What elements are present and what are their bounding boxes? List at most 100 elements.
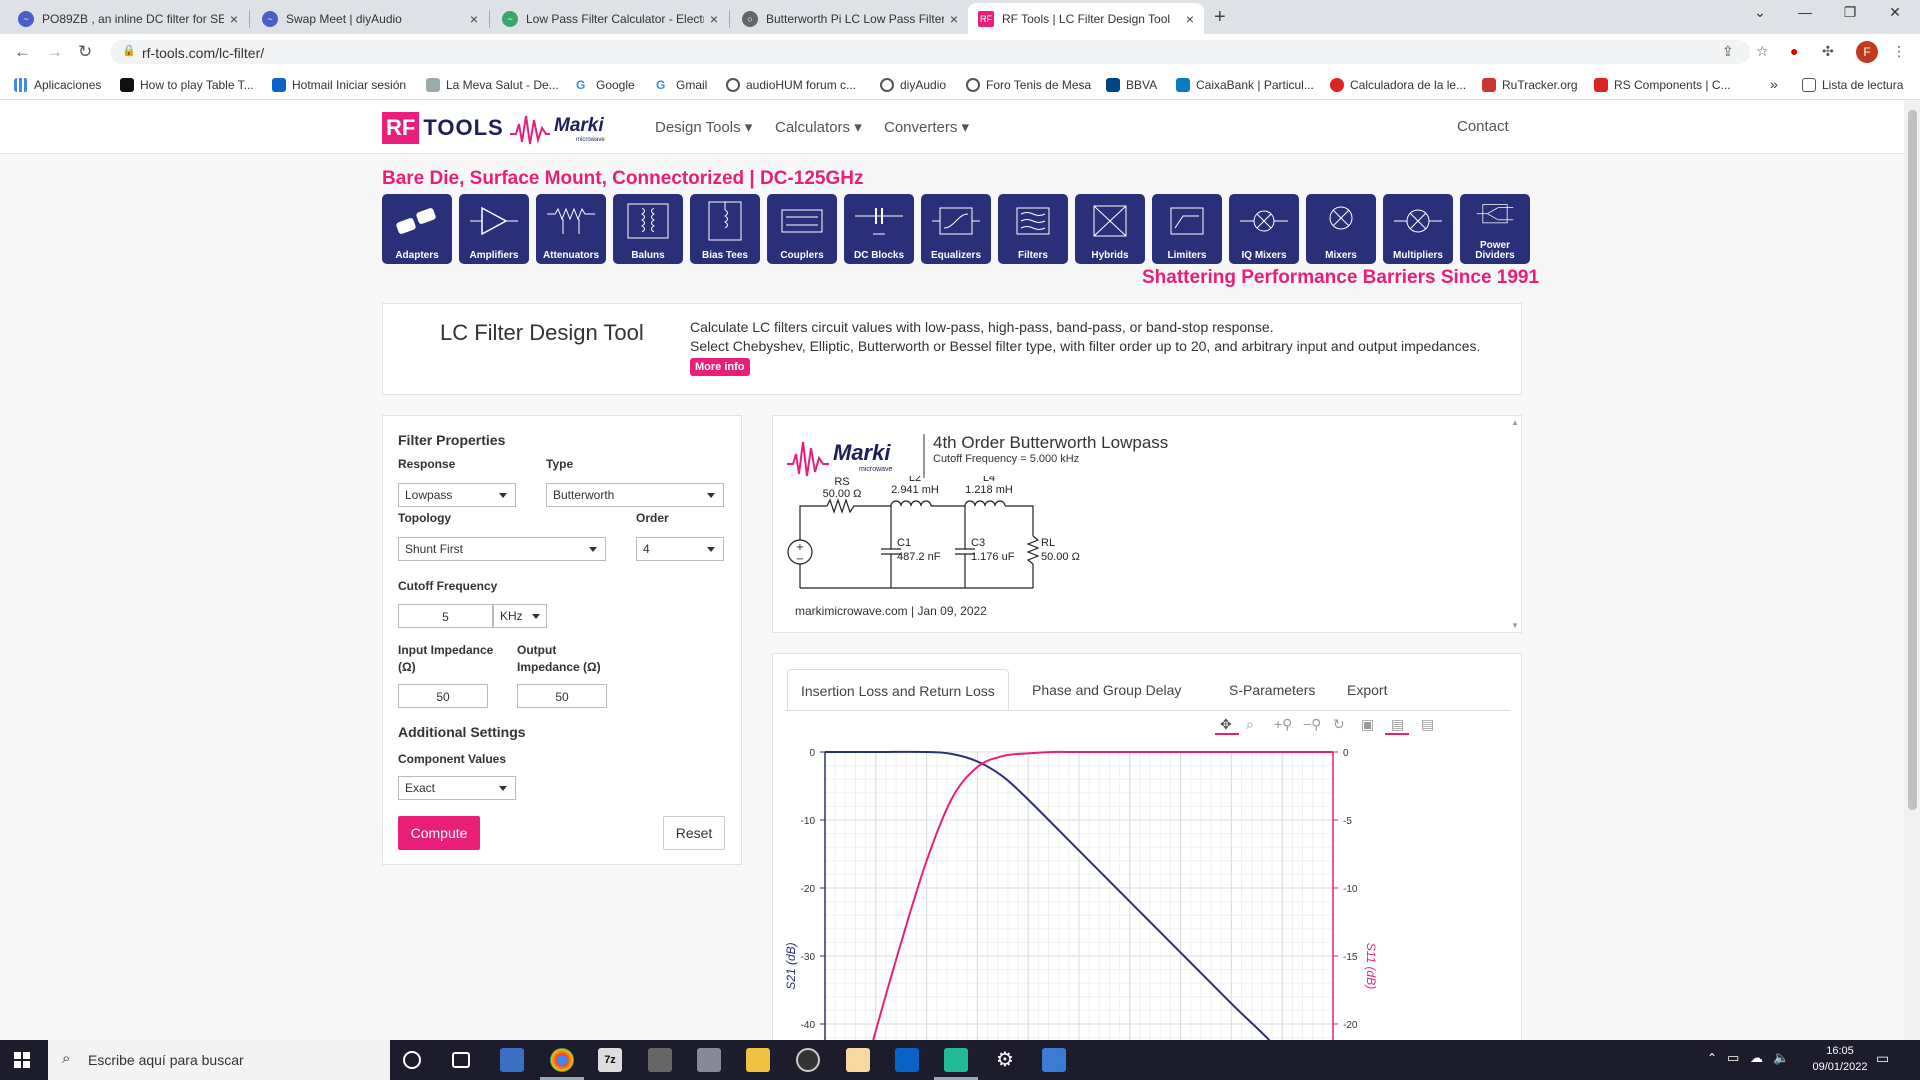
bookmark-item[interactable]: diyAudio xyxy=(880,78,946,92)
7zip-icon[interactable]: 7z xyxy=(598,1048,622,1072)
new-tab-icon[interactable]: + xyxy=(1214,6,1226,28)
more-info-button[interactable]: More info xyxy=(690,358,750,376)
zoom-in-icon[interactable]: +⚲ xyxy=(1274,716,1293,732)
nav-calculators[interactable]: Calculators ▾ xyxy=(775,119,862,136)
bookmarks-overflow[interactable]: » xyxy=(1770,76,1778,92)
volume-icon[interactable]: 🔈 xyxy=(1773,1050,1790,1065)
browser-tab[interactable]: ~ Swap Meet | diyAudio × xyxy=(252,3,488,34)
cutoff-unit-select[interactable]: KHz xyxy=(493,604,547,628)
windows-start-icon[interactable] xyxy=(14,1052,30,1068)
close-window-icon[interactable]: ✕ xyxy=(1889,4,1901,20)
task-view-icon[interactable] xyxy=(452,1052,470,1068)
app-icon[interactable] xyxy=(796,1048,820,1072)
clock-time[interactable]: 16:05 xyxy=(1826,1045,1854,1057)
chrome-icon[interactable] xyxy=(550,1048,574,1072)
browser-tab-active[interactable]: RF RF Tools | LC Filter Design Tool × xyxy=(968,3,1204,34)
app-icon[interactable] xyxy=(697,1048,721,1072)
category-hybrids[interactable]: Hybrids xyxy=(1075,194,1145,264)
zoom-out-icon[interactable]: −⚲ xyxy=(1303,716,1322,732)
bookmark-item[interactable]: BBVA xyxy=(1106,78,1157,92)
notifications-icon[interactable]: ▭ xyxy=(1876,1050,1890,1066)
bookmark-item[interactable]: G Google xyxy=(576,78,635,92)
browser-tab[interactable]: ~ Low Pass Filter Calculator - Electr × xyxy=(492,3,728,34)
tab-phase-group-delay[interactable]: Phase and Group Delay xyxy=(1032,682,1182,698)
nav-contact[interactable]: Contact xyxy=(1457,118,1509,135)
bookmark-item[interactable]: Hotmail Iniciar sesión xyxy=(272,78,406,92)
box-zoom-icon[interactable]: ⌕ xyxy=(1246,716,1254,732)
store-icon[interactable] xyxy=(500,1048,524,1072)
bookmark-item[interactable]: La Meva Salut - De... xyxy=(426,78,559,92)
category-bias-tees[interactable]: Bias Tees xyxy=(690,194,760,264)
close-tab-icon[interactable]: × xyxy=(229,10,238,27)
menu-dots-icon[interactable]: ⋮ xyxy=(1892,43,1906,59)
rf-tools-logo[interactable]: RF TOOLS xyxy=(382,111,504,145)
category-filters[interactable]: Filters xyxy=(998,194,1068,264)
onedrive-icon[interactable]: ☁ xyxy=(1750,1050,1763,1065)
forward-icon[interactable]: → xyxy=(46,42,63,61)
bookmark-item[interactable]: audioHUM forum c... xyxy=(726,78,856,92)
close-tab-icon[interactable]: × xyxy=(709,10,718,27)
nav-design-tools[interactable]: Design Tools ▾ xyxy=(655,119,753,136)
scrollbar-thumb[interactable] xyxy=(1908,110,1917,810)
category-dc-blocks[interactable]: DC Blocks xyxy=(844,194,914,264)
category-adapters[interactable]: Adapters xyxy=(382,194,452,264)
profile-avatar[interactable]: F xyxy=(1856,41,1878,63)
system-tray-chevron-icon[interactable]: ⌃ xyxy=(1707,1051,1718,1065)
marki-logo[interactable]: Marki microwave xyxy=(510,110,625,146)
component-values-select[interactable]: Exact xyxy=(398,776,516,800)
opera-extension-icon[interactable]: ● xyxy=(1790,43,1799,59)
scroll-up-icon[interactable]: ▲ xyxy=(1511,418,1519,427)
category-couplers[interactable]: Couplers xyxy=(767,194,837,264)
output-impedance-input[interactable]: 50 xyxy=(517,684,607,708)
reset-view-icon[interactable]: ↻ xyxy=(1333,716,1345,732)
category-mixers[interactable]: Mixers xyxy=(1306,194,1376,264)
category-power-dividers[interactable]: Power Dividers xyxy=(1460,194,1530,264)
clock-date[interactable]: 09/01/2022 xyxy=(1812,1061,1868,1073)
reset-button[interactable]: Reset xyxy=(663,816,725,850)
cortana-icon[interactable] xyxy=(403,1051,421,1069)
bookmark-item[interactable]: How to play Table T... xyxy=(120,78,254,92)
category-amplifiers[interactable]: Amplifiers xyxy=(459,194,529,264)
bookmark-item[interactable]: CaixaBank | Particul... xyxy=(1176,78,1314,92)
tab-export[interactable]: Export xyxy=(1347,682,1388,698)
calculator-icon[interactable] xyxy=(648,1048,672,1072)
nav-converters[interactable]: Converters ▾ xyxy=(884,119,970,136)
bookmark-item[interactable]: RS Components | C... xyxy=(1594,78,1731,92)
category-attenuators[interactable]: Attenuators xyxy=(536,194,606,264)
type-select[interactable]: Butterworth xyxy=(546,483,724,507)
file-explorer-icon[interactable] xyxy=(746,1048,770,1072)
close-tab-icon[interactable]: × xyxy=(1185,10,1194,27)
close-tab-icon[interactable]: × xyxy=(949,10,958,27)
tab-s-parameters[interactable]: S-Parameters xyxy=(1229,682,1316,698)
restore-icon[interactable]: ❐ xyxy=(1843,4,1857,20)
topology-select[interactable]: Shunt First xyxy=(398,537,606,561)
network-icon[interactable]: ▭ xyxy=(1727,1050,1740,1065)
browser-tab[interactable]: ~ PO89ZB , an inline DC filter for SE × xyxy=(8,3,248,34)
bookmark-item[interactable]: Foro Tenis de Mesa xyxy=(966,78,1091,92)
share-icon[interactable]: ⇪ xyxy=(1722,43,1734,59)
hover-tool-icon[interactable]: ▤ xyxy=(1391,716,1405,732)
page-scrollbar[interactable] xyxy=(1904,100,1920,1040)
settings-gear-icon[interactable]: ⚙ xyxy=(996,1049,1014,1071)
category-baluns[interactable]: Baluns xyxy=(613,194,683,264)
outlook-icon[interactable] xyxy=(895,1048,919,1072)
taskbar-search-field[interactable]: ⌕ Escribe aquí para buscar xyxy=(48,1040,390,1080)
compute-button[interactable]: Compute xyxy=(398,816,480,850)
extensions-puzzle-icon[interactable]: ✣ xyxy=(1822,43,1834,59)
close-tab-icon[interactable]: × xyxy=(469,10,478,27)
back-icon[interactable]: ← xyxy=(14,42,31,61)
photos-icon[interactable] xyxy=(1042,1048,1066,1072)
input-impedance-input[interactable]: 50 xyxy=(398,684,488,708)
minimize-icon[interactable]: — xyxy=(1798,4,1812,20)
scroll-down-icon[interactable]: ▼ xyxy=(1511,621,1519,630)
url-field[interactable]: 🔒 rf-tools.com/lc-filter/ xyxy=(110,40,1750,64)
hover-tool-icon[interactable]: ▤ xyxy=(1421,716,1435,732)
reload-icon[interactable]: ↻ xyxy=(78,42,93,61)
bookmark-apps[interactable]: Aplicaciones xyxy=(14,78,101,92)
category-equalizers[interactable]: Equalizers xyxy=(921,194,991,264)
cutoff-frequency-input[interactable]: 5 xyxy=(398,604,493,628)
category-multipliers[interactable]: Multipliers xyxy=(1383,194,1453,264)
save-icon[interactable]: ▣ xyxy=(1361,716,1375,732)
category-iq-mixers[interactable]: IQ Mixers xyxy=(1229,194,1299,264)
notepad-icon[interactable] xyxy=(846,1048,870,1072)
